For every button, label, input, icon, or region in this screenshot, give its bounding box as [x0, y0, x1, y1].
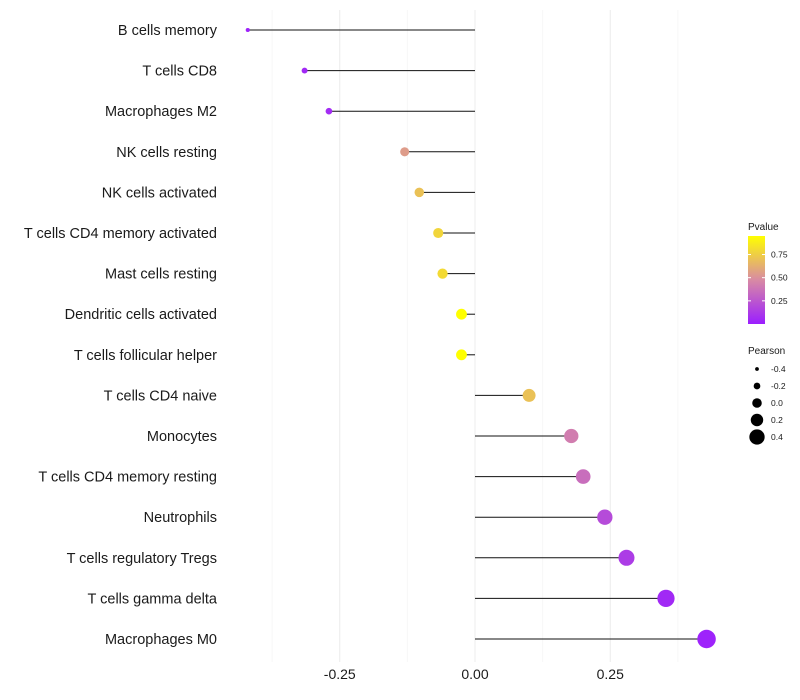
size-key-label: 0.2 — [771, 415, 783, 425]
lollipop-point — [325, 107, 333, 115]
lollipop-point — [564, 428, 579, 444]
colorbar-tick-label: 0.50 — [771, 273, 788, 283]
lollipop-point — [697, 629, 716, 649]
category-label: T cells regulatory Tregs — [67, 551, 217, 567]
pvalue-legend: Pvalue 0.25 0.50 0.75 — [748, 222, 788, 324]
size-key-label: 0.0 — [771, 398, 783, 408]
category-label: B cells memory — [118, 23, 218, 39]
category-label: Monocytes — [147, 429, 217, 445]
size-key-dot — [755, 367, 759, 371]
lollipop-point — [400, 147, 410, 157]
lollipop-point — [657, 589, 675, 608]
category-labels: B cells memory T cells CD8 Macrophages M2 N… — [24, 23, 218, 648]
lollipop-point — [433, 227, 444, 239]
size-key-label: -0.2 — [771, 381, 786, 391]
x-axis-tick-labels: -0.25 0.00 0.25 — [324, 666, 624, 682]
x-tick-label: 0.00 — [461, 666, 488, 682]
pearson-legend: Pearson -0.4 -0.2 0.0 0.2 0.4 — [748, 346, 786, 445]
size-key-dot — [752, 398, 762, 408]
lollipop-point — [437, 268, 448, 279]
category-label: T cells CD4 memory resting — [38, 470, 217, 486]
category-label: Dendritic cells activated — [65, 307, 217, 323]
lollipop-point — [245, 27, 250, 33]
size-key-dot — [749, 429, 765, 445]
size-key-label: -0.4 — [771, 364, 786, 374]
size-key-dot — [750, 413, 764, 427]
lollipop-points — [245, 27, 716, 649]
pvalue-legend-title: Pvalue — [748, 222, 779, 233]
category-label: T cells follicular helper — [74, 348, 217, 364]
colorbar-tick-label: 0.75 — [771, 250, 788, 260]
category-label: Mast cells resting — [105, 267, 217, 283]
category-label: T cells gamma delta — [88, 591, 218, 607]
lollipop-point — [597, 509, 613, 525]
category-label: Macrophages M2 — [105, 104, 217, 120]
category-label: Macrophages M0 — [105, 632, 217, 648]
x-tick-label: -0.25 — [324, 666, 356, 682]
category-label: T cells CD4 memory activated — [24, 226, 217, 242]
pvalue-colorbar — [748, 236, 765, 324]
colorbar-tick-label: 0.25 — [771, 296, 788, 306]
grid-lines — [271, 10, 679, 662]
lollipop-point — [456, 308, 467, 320]
category-label: NK cells activated — [102, 185, 217, 201]
category-label: T cells CD8 — [142, 64, 217, 80]
category-label: Neutrophils — [144, 510, 217, 526]
category-label: NK cells resting — [116, 145, 217, 161]
size-key-dot — [753, 382, 761, 390]
lollipop-stems — [247, 29, 707, 640]
category-label: T cells CD4 naive — [104, 388, 217, 404]
lollipop-point — [414, 187, 425, 198]
size-key-label: 0.4 — [771, 432, 783, 442]
lollipop-point — [618, 549, 635, 566]
lollipop-point — [301, 67, 308, 74]
lollipop-point — [575, 469, 591, 484]
pearson-legend-title: Pearson — [748, 346, 785, 357]
lollipop-point — [456, 349, 467, 361]
x-tick-label: 0.25 — [597, 666, 624, 682]
lollipop-point — [522, 388, 536, 402]
